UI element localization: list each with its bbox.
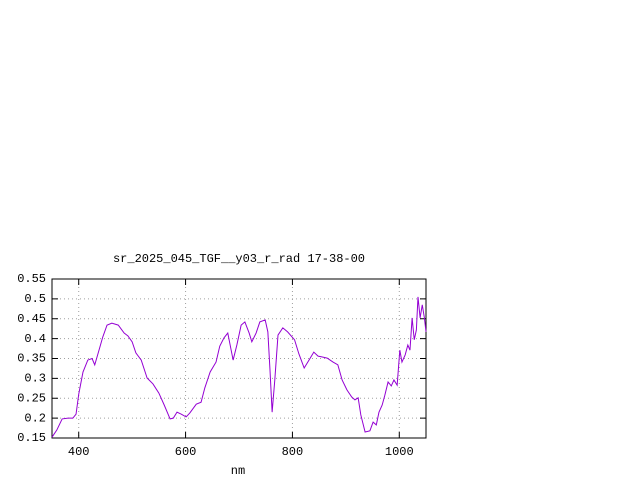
y-tick-label: 0.5 xyxy=(24,292,46,306)
y-tick-label: 0.4 xyxy=(24,332,46,346)
chart-title: sr_2025_045_TGF__y03_r_rad 17-38-00 xyxy=(113,252,365,266)
y-tick-label: 0.2 xyxy=(24,411,46,425)
y-tick-label: 0.15 xyxy=(17,431,46,445)
y-tick-label: 0.25 xyxy=(17,391,46,405)
y-tick-label: 0.3 xyxy=(24,372,46,386)
x-tick-label: 400 xyxy=(68,445,90,459)
y-tick-label: 0.55 xyxy=(17,272,46,286)
x-axis-label: nm xyxy=(231,464,245,478)
y-tick-label: 0.35 xyxy=(17,352,46,366)
y-tick-label: 0.45 xyxy=(17,312,46,326)
x-tick-label: 800 xyxy=(282,445,304,459)
data-line xyxy=(51,296,427,438)
x-tick-label: 1000 xyxy=(385,445,414,459)
x-tick-label: 600 xyxy=(175,445,197,459)
plot-frame xyxy=(51,278,427,439)
